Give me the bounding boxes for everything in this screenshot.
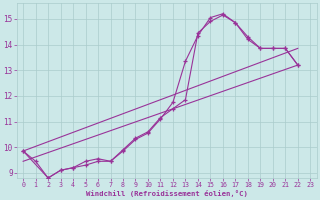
X-axis label: Windchill (Refroidissement éolien,°C): Windchill (Refroidissement éolien,°C) (86, 190, 248, 197)
